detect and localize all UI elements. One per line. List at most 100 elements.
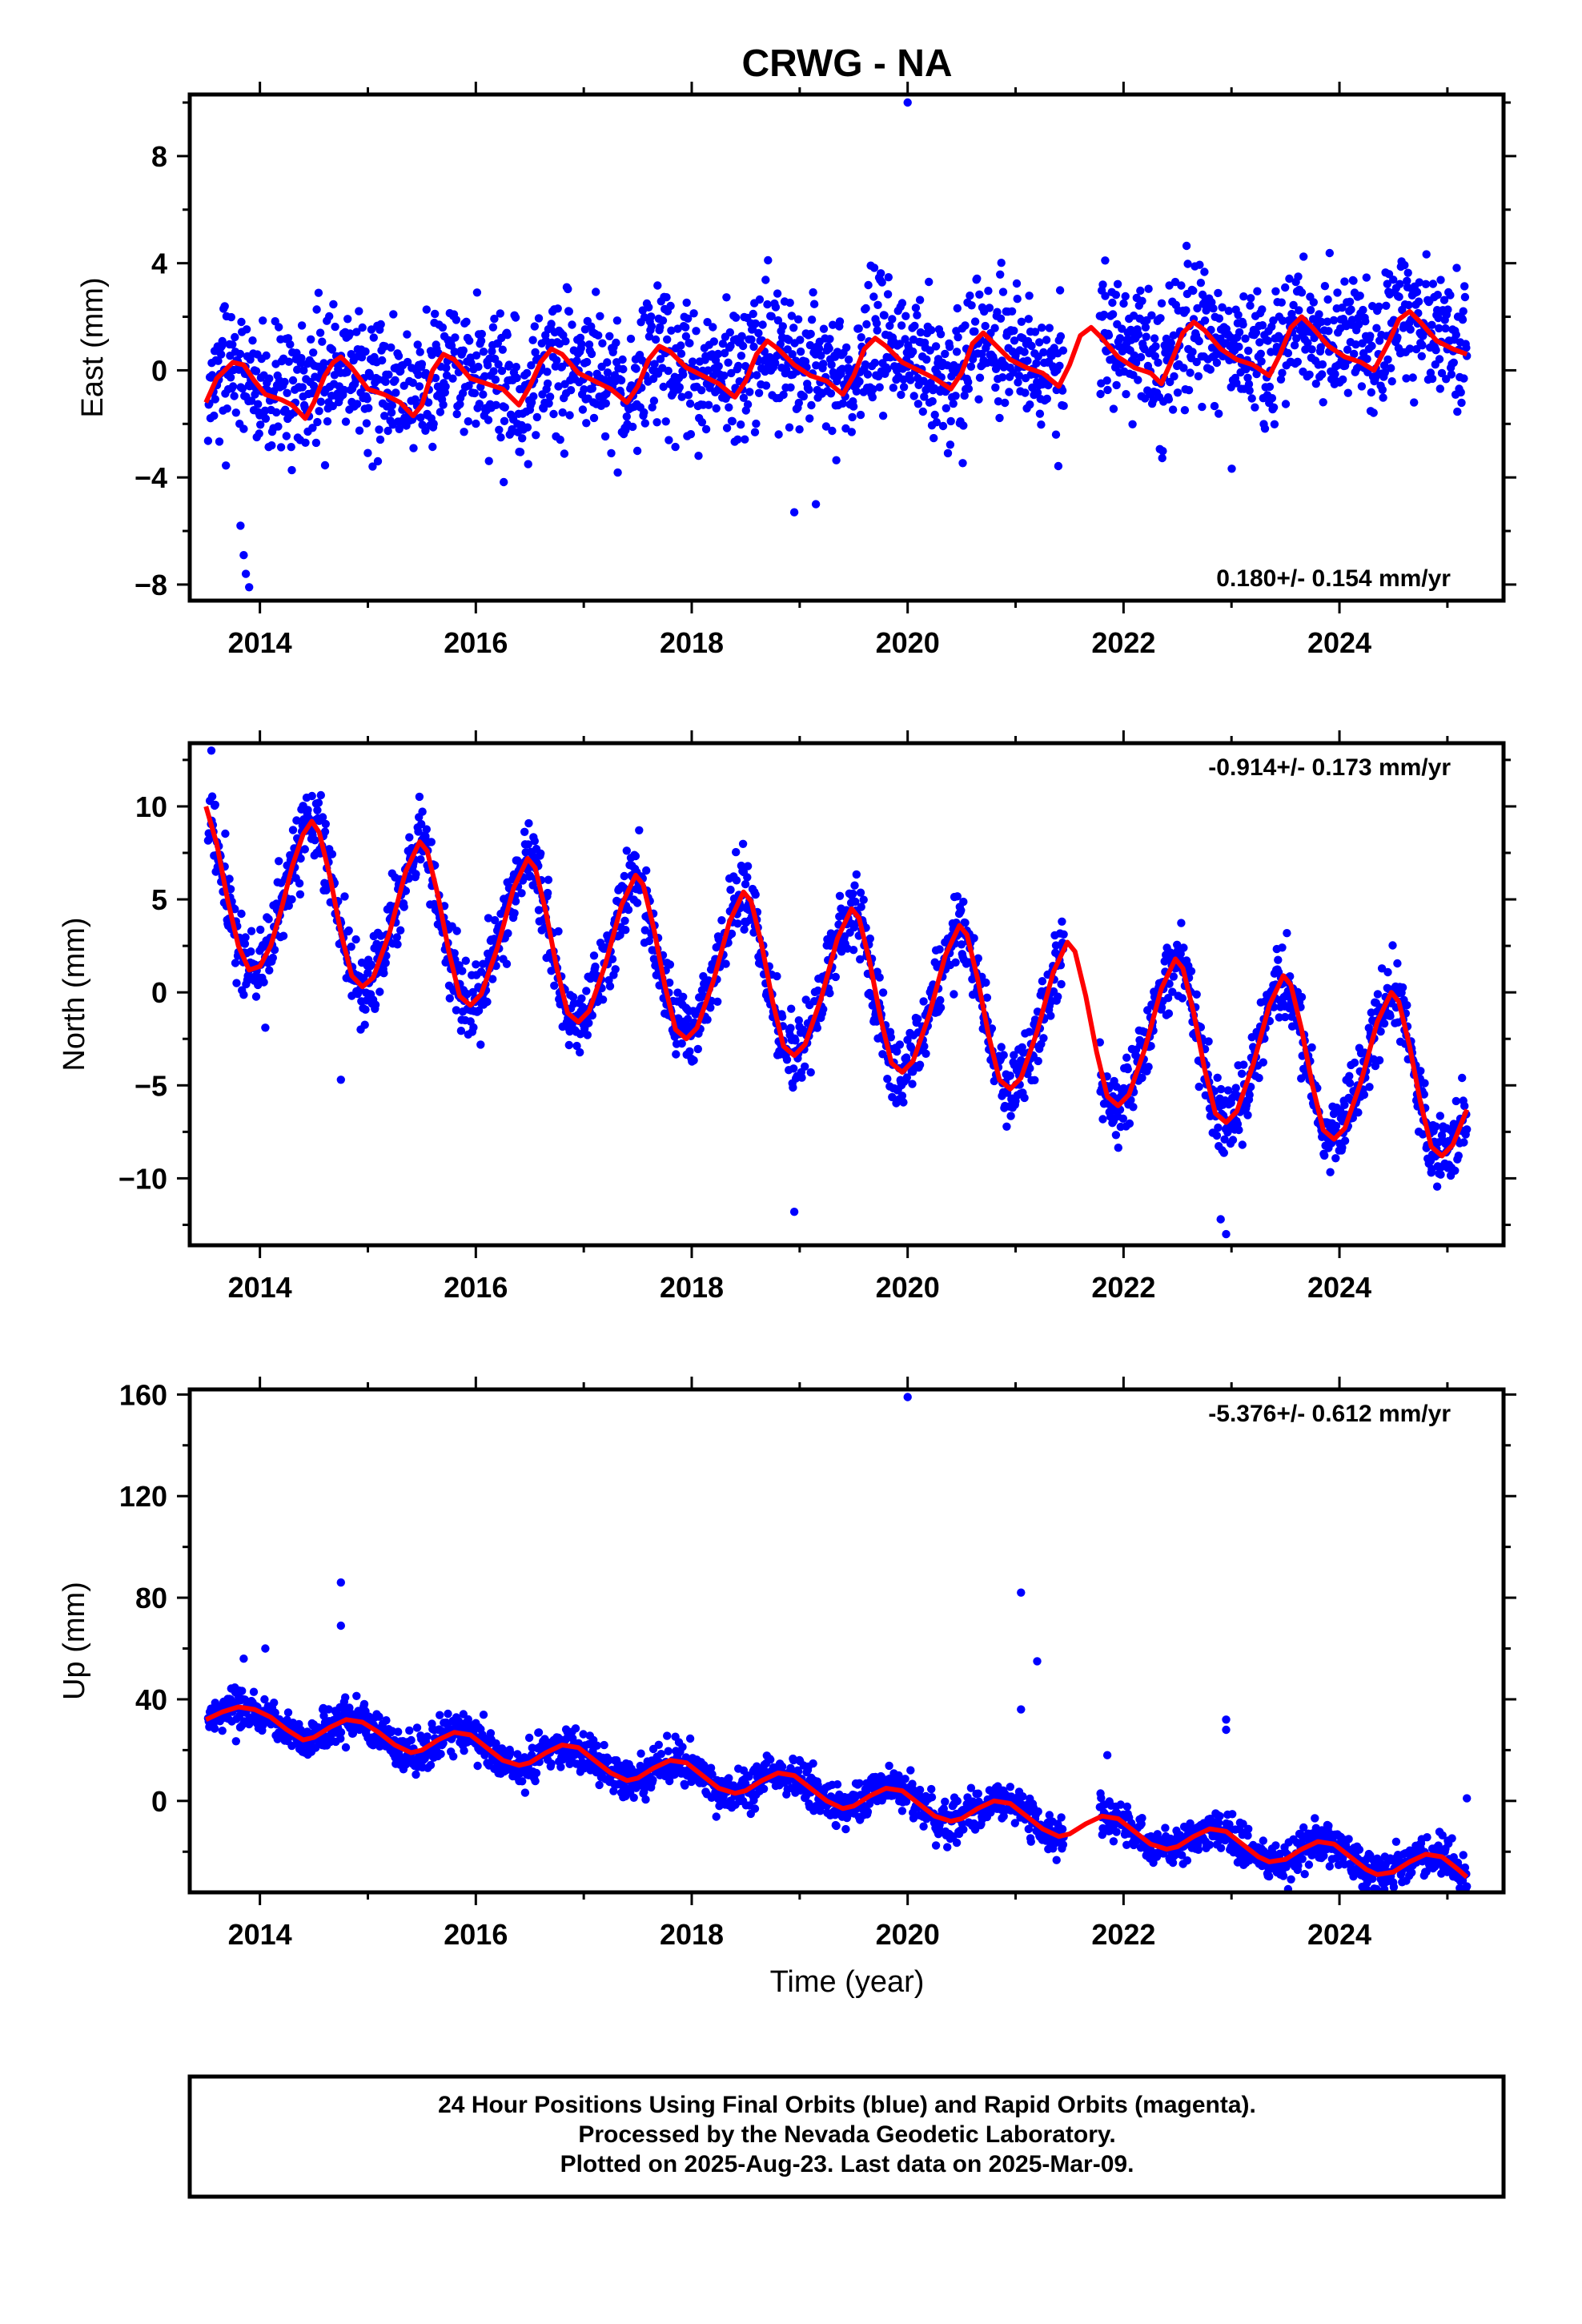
data-point [1241, 334, 1250, 343]
data-point [436, 1711, 444, 1719]
data-point [427, 838, 436, 846]
data-point [589, 413, 599, 423]
data-point [531, 1776, 540, 1786]
outlier-point [236, 521, 245, 530]
data-point [426, 1760, 436, 1770]
data-point [751, 890, 760, 899]
data-point [970, 934, 978, 943]
data-point [395, 424, 404, 433]
y-tick-label: 4 [151, 247, 167, 280]
data-point [741, 362, 750, 371]
data-point [799, 392, 808, 401]
data-point [228, 382, 238, 391]
data-point [809, 287, 817, 297]
data-point [500, 403, 509, 412]
data-point [436, 1750, 445, 1759]
data-point [532, 412, 541, 422]
data-point [595, 1780, 604, 1790]
data-point [1156, 314, 1165, 323]
data-point [681, 332, 691, 341]
data-point [1055, 361, 1064, 370]
data-point [393, 940, 402, 949]
data-point [870, 358, 880, 368]
data-point [763, 300, 772, 309]
data-point [547, 320, 556, 328]
data-point [1427, 374, 1437, 384]
data-point [1157, 299, 1166, 308]
data-point [247, 947, 255, 956]
data-point [254, 400, 263, 408]
data-point [576, 1047, 584, 1057]
data-point [512, 363, 520, 372]
data-point [1005, 388, 1014, 396]
data-point [387, 343, 396, 352]
data-point [531, 348, 540, 357]
data-point [311, 836, 319, 845]
data-point [926, 346, 934, 355]
data-point [1150, 334, 1159, 343]
data-point [910, 321, 919, 331]
data-point [1435, 1112, 1445, 1120]
x-tick-label: 2018 [660, 626, 724, 659]
data-point [217, 350, 226, 359]
data-point [1274, 955, 1283, 964]
north-data-points [203, 746, 1472, 1239]
data-point [628, 422, 637, 432]
data-point [484, 416, 493, 424]
data-point [1324, 327, 1333, 336]
data-point [524, 460, 532, 468]
data-point [1283, 348, 1293, 358]
data-point [361, 1005, 370, 1014]
data-point [1460, 1101, 1469, 1111]
data-point [231, 1737, 240, 1746]
data-point [1007, 307, 1017, 316]
data-point [1027, 341, 1036, 351]
data-point [554, 382, 563, 391]
data-point [849, 946, 858, 955]
data-point [1319, 398, 1327, 407]
data-point [1235, 342, 1243, 352]
data-point [835, 317, 845, 326]
data-point [651, 335, 661, 344]
data-point [577, 340, 586, 348]
data-point [985, 304, 994, 312]
data-point [1260, 424, 1270, 433]
data-point [436, 408, 445, 416]
data-point [897, 390, 905, 400]
data-point [458, 967, 467, 975]
data-point [1115, 334, 1125, 343]
data-point [358, 323, 367, 332]
data-point [750, 428, 760, 436]
data-point [1387, 364, 1395, 372]
data-point [1108, 298, 1117, 308]
data-point [966, 292, 974, 300]
data-point [1158, 447, 1167, 456]
data-point [1361, 317, 1370, 326]
data-point [1109, 404, 1118, 413]
data-point [283, 1708, 293, 1717]
x-tick-label: 2020 [876, 1271, 940, 1304]
data-point [897, 299, 907, 308]
data-point [1400, 260, 1409, 270]
data-point [1026, 400, 1034, 409]
data-point [543, 368, 552, 376]
data-point [472, 288, 482, 297]
data-point [1183, 259, 1192, 268]
data-point [807, 400, 816, 410]
east-y-axis-label: East (mm) [76, 277, 110, 417]
up-data-points [203, 1393, 1472, 1894]
data-point [1449, 358, 1459, 367]
data-point [935, 945, 944, 954]
data-point [222, 461, 231, 470]
data-point [418, 807, 427, 816]
data-point [743, 873, 752, 882]
data-point [405, 833, 414, 842]
data-point [469, 1023, 478, 1032]
data-point [1436, 275, 1445, 284]
data-point [838, 399, 847, 408]
data-point [1443, 305, 1452, 314]
data-point [897, 321, 906, 330]
data-point [1458, 316, 1468, 324]
data-point [503, 331, 512, 340]
